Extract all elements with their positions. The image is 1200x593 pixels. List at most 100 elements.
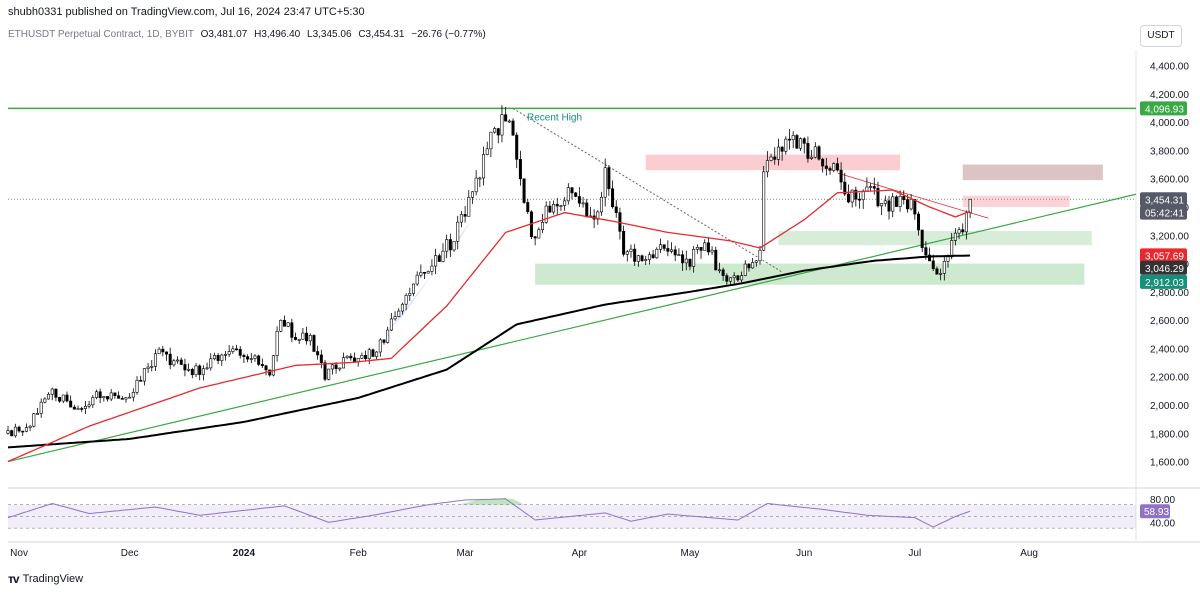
candle-up <box>330 364 334 370</box>
candle-up <box>474 177 478 193</box>
candle-up <box>861 190 865 200</box>
candle-up <box>220 354 224 361</box>
price-tick-label: 2,000.00 <box>1150 401 1189 412</box>
candle-up <box>769 156 773 161</box>
candle-up <box>939 273 943 275</box>
tv-logo-icon: ᴛᴠ <box>8 572 20 586</box>
candle-up <box>227 351 231 355</box>
candle-up <box>537 229 541 239</box>
candle-up <box>762 171 766 251</box>
support-trendline <box>7 193 1137 463</box>
candle-up <box>459 214 463 223</box>
candle-up <box>157 348 161 355</box>
candle-down <box>555 204 559 207</box>
candle-down <box>522 178 526 203</box>
candle-up <box>135 379 139 393</box>
candle-up <box>964 212 968 233</box>
candle-down <box>334 364 338 369</box>
candle-down <box>607 167 611 190</box>
candle-down <box>806 143 810 159</box>
candle-up <box>209 358 213 369</box>
candle-up <box>732 275 736 279</box>
candle-up <box>275 330 279 356</box>
candle-down <box>858 198 862 201</box>
candle-down <box>260 364 264 367</box>
candle-up <box>109 392 113 400</box>
candle-up <box>566 187 570 202</box>
candle-up <box>441 250 445 262</box>
candle-down <box>854 189 858 200</box>
price-label-text: 3,454.31 <box>1145 195 1184 206</box>
channel-zone <box>387 218 473 332</box>
publish-info: shubh0331 published on TradingView.com, … <box>8 6 365 18</box>
candle-down <box>120 398 124 400</box>
price-chart[interactable]: Recent High 4,400.00 4,200.00 4,000.00 3,800… <box>0 0 1200 566</box>
candle-down <box>714 249 718 271</box>
candle-up <box>419 271 423 276</box>
symbol-name: ETHUSDT Perpetual Contract, 1D, BYBIT <box>8 29 194 40</box>
candle-up <box>946 256 950 262</box>
candle-down <box>611 188 615 208</box>
candle-up <box>791 135 795 140</box>
time-tick-label: Apr <box>572 548 588 559</box>
candle-down <box>168 353 172 366</box>
candle-down <box>423 271 427 274</box>
candle-up <box>338 367 342 370</box>
price-tick-label: 2,400.00 <box>1150 344 1189 355</box>
candle-down <box>673 249 677 256</box>
price-label-box <box>1140 248 1187 263</box>
supply-zone <box>645 154 901 171</box>
candle-up <box>710 249 714 253</box>
candle-up <box>452 240 456 251</box>
candle-up <box>883 200 887 204</box>
candle-up <box>61 394 65 402</box>
candle-down <box>721 269 725 276</box>
candle-up <box>784 138 788 152</box>
candle-down <box>828 168 832 171</box>
candle-down <box>323 362 327 380</box>
candle-up <box>47 394 51 400</box>
candle-down <box>312 335 316 352</box>
candle-down <box>526 202 530 213</box>
candle-down <box>570 187 574 194</box>
candle-down <box>706 242 710 253</box>
candle-up <box>865 186 869 192</box>
candle-down <box>10 430 14 437</box>
price-label-text: 3,046.29 <box>1145 264 1184 275</box>
candle-up <box>489 131 493 150</box>
candle-up <box>327 368 331 380</box>
price-tick-label: 1,600.00 <box>1150 458 1189 469</box>
candle-up <box>301 332 305 340</box>
candle-up <box>91 397 95 406</box>
candle-up <box>500 114 504 136</box>
rsi-tick-label: 40.00 <box>1150 518 1175 529</box>
demand-zone <box>778 231 1092 246</box>
candle-down <box>920 229 924 248</box>
symbol-legend: ETHUSDT Perpetual Contract, 1D, BYBIT O3… <box>8 29 486 40</box>
candle-down <box>268 369 272 376</box>
candle-up <box>253 355 257 359</box>
candle-up <box>146 366 150 369</box>
candle-up <box>360 355 364 359</box>
candle-up <box>76 408 80 410</box>
candle-up <box>153 353 157 367</box>
candle-up <box>541 222 545 230</box>
candle-up <box>87 404 91 407</box>
candle-up <box>124 397 128 400</box>
candle-up <box>850 189 854 203</box>
currency-button[interactable]: USDT <box>1140 25 1182 47</box>
candle-down <box>640 255 644 261</box>
price-label-text: 2,912.03 <box>1145 278 1184 289</box>
candle-up <box>898 196 902 207</box>
candle-down <box>894 196 898 207</box>
price-label-text: 3,057.69 <box>1145 251 1184 262</box>
candle-down <box>688 258 692 267</box>
candle-up <box>434 255 438 267</box>
candle-up <box>482 154 486 179</box>
candle-up <box>43 398 47 403</box>
price-tick-label: 3,600.00 <box>1150 175 1189 186</box>
candle-down <box>666 248 670 252</box>
candle-down <box>139 379 143 382</box>
candle-down <box>106 396 110 400</box>
time-tick-label: Jun <box>796 548 812 559</box>
